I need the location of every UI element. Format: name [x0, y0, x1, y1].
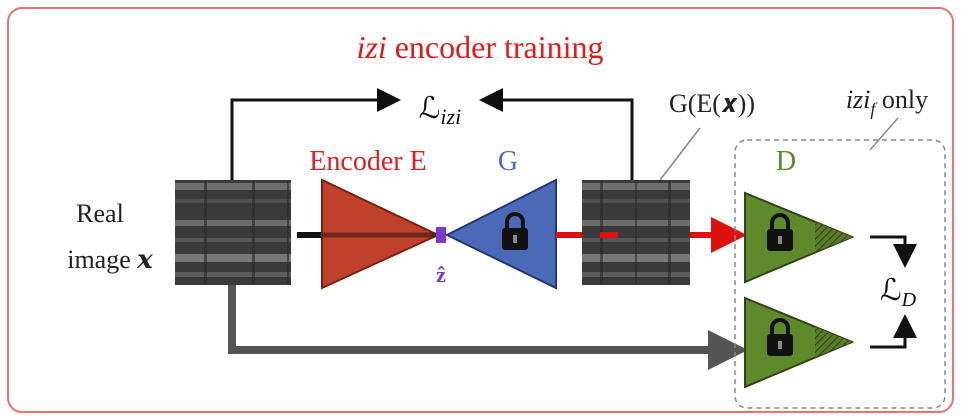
callout	[870, 118, 898, 150]
loss-d-arrow	[870, 320, 905, 347]
encoder-label: Encoder E	[309, 146, 426, 177]
latent	[436, 227, 446, 243]
generator-label: G	[498, 146, 518, 177]
loss-izi: ℒizi	[419, 92, 461, 129]
real-image	[175, 180, 291, 285]
reconstructed-image	[582, 180, 690, 285]
input-label: image 𝒙	[67, 245, 153, 274]
loss-d: ℒD	[880, 274, 917, 311]
discriminator-label: D	[776, 146, 796, 177]
diagram: izi encoder training ℒizi Encoder E G G(…	[0, 0, 961, 420]
title: izi encoder training	[356, 29, 603, 65]
discriminator-head	[815, 222, 852, 252]
variant-note: izif only	[846, 85, 928, 119]
latent-label: ẑ	[436, 262, 446, 287]
callout	[660, 128, 700, 180]
real-arrow	[232, 285, 732, 350]
generator	[447, 180, 556, 288]
input-label: Real	[76, 199, 124, 228]
loss-d-arrow	[870, 237, 905, 262]
reconstruction-label: G(E(𝒙))	[669, 89, 755, 118]
discriminator-head	[815, 327, 852, 357]
